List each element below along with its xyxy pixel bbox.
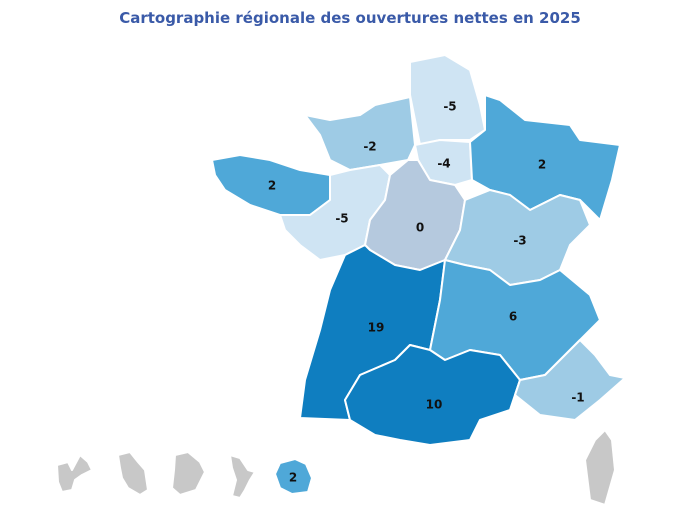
region-value-nouvelle-aquitaine: 19 bbox=[368, 321, 385, 335]
region-martinique[interactable] bbox=[117, 451, 149, 496]
region-provence-alpes-cote-d-azur[interactable] bbox=[514, 339, 626, 421]
region-occitanie[interactable] bbox=[344, 344, 521, 446]
region-value-provence-alpes-cote-d-azur: -1 bbox=[571, 391, 584, 405]
region-guadeloupe[interactable] bbox=[56, 454, 93, 493]
region-value-bretagne: 2 bbox=[268, 179, 276, 193]
region-normandie[interactable] bbox=[304, 96, 416, 171]
region-la-reunion[interactable] bbox=[274, 458, 313, 495]
region-value-pays-de-la-loire: -5 bbox=[335, 212, 348, 226]
region-value-bourgogne-franche-comte: -3 bbox=[513, 234, 526, 248]
region-value-centre-val-de-loire: 0 bbox=[416, 221, 424, 235]
map-title: Cartographie régionale des ouvertures ne… bbox=[119, 9, 581, 27]
region-value-hauts-de-france: -5 bbox=[443, 100, 456, 114]
region-value-ile-de-france: -4 bbox=[437, 157, 450, 171]
region-corse[interactable] bbox=[584, 429, 616, 506]
region-value-la-reunion: 2 bbox=[289, 471, 297, 485]
region-mayotte[interactable] bbox=[229, 454, 256, 499]
region-guyane[interactable] bbox=[171, 451, 206, 496]
region-value-normandie: -2 bbox=[363, 140, 376, 154]
region-hauts-de-france[interactable] bbox=[409, 54, 486, 146]
region-value-grand-est: 2 bbox=[538, 158, 546, 172]
region-value-occitanie: 10 bbox=[426, 398, 443, 412]
region-value-auvergne-rhone-alpes: 6 bbox=[509, 310, 517, 324]
